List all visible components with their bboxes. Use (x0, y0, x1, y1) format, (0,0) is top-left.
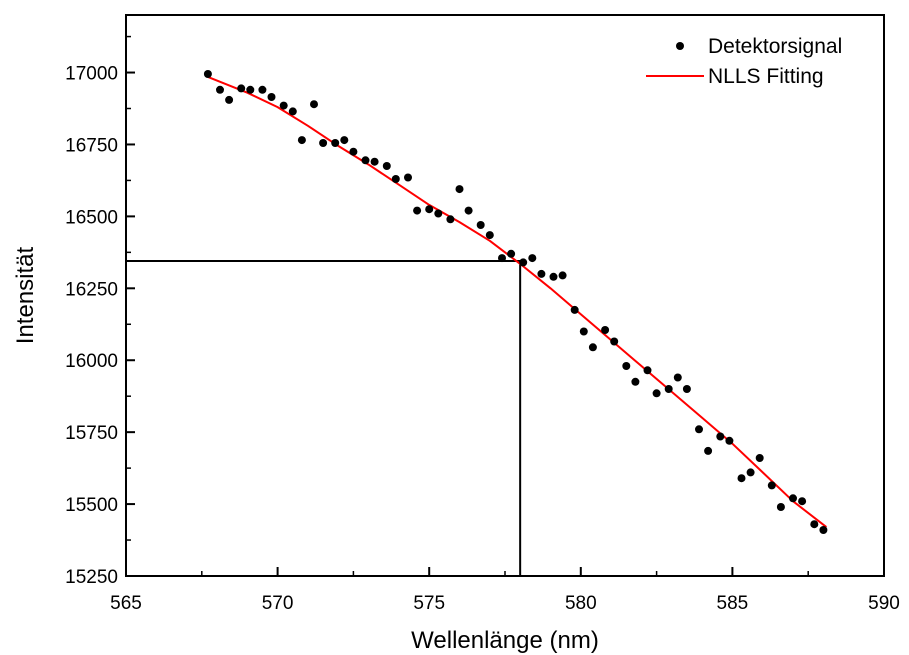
data-point (622, 362, 631, 370)
data-point (413, 206, 422, 215)
data-point (340, 136, 349, 145)
fit-curve-layer (207, 75, 828, 528)
legend-label-nlls-fitting: NLLS Fitting (708, 65, 824, 88)
x-tick-label: 570 (262, 593, 294, 614)
y-tick-label: 16750 (65, 135, 118, 156)
data-point (297, 136, 306, 145)
y-tick-label: 16250 (65, 279, 118, 300)
data-point (579, 327, 588, 336)
x-tick-label: 575 (413, 593, 445, 614)
data-point (810, 520, 819, 529)
data-point (382, 162, 391, 170)
data-point (767, 481, 776, 490)
data-point (279, 101, 288, 110)
data-point (755, 454, 764, 462)
data-point (464, 206, 473, 215)
data-point (498, 254, 506, 263)
data-point (588, 343, 597, 352)
data-point (558, 271, 567, 280)
x-axis-title: Wellenlänge (nm) (411, 627, 599, 654)
x-tick-label: 585 (717, 593, 749, 614)
data-point (361, 156, 370, 165)
data-point (673, 373, 682, 382)
data-point (519, 258, 528, 267)
plot-frame (125, 14, 885, 577)
data-point (288, 107, 297, 116)
data-point (203, 70, 212, 78)
data-point (725, 436, 734, 445)
data-point (434, 209, 443, 218)
data-point (610, 337, 619, 346)
data-point (216, 85, 224, 94)
y-tick-label: 16500 (65, 207, 118, 228)
data-point (695, 425, 703, 434)
y-tick-label: 17000 (65, 64, 118, 85)
data-point (425, 205, 434, 214)
x-tick-label: 565 (110, 593, 142, 614)
data-point (225, 95, 234, 104)
data-point (476, 221, 485, 229)
legend-label-detektorsignal: Detektorsignal (708, 35, 842, 58)
data-point (570, 305, 579, 314)
data-point (643, 366, 652, 375)
data-point (776, 503, 785, 511)
data-point (391, 175, 400, 183)
data-point (549, 272, 558, 281)
data-point (528, 254, 537, 263)
data-point (537, 269, 546, 278)
data-point (789, 494, 797, 503)
data-point (798, 497, 807, 506)
data-point (446, 215, 455, 224)
data-point (682, 385, 691, 393)
y-tick-label: 15250 (65, 567, 118, 588)
data-point (237, 84, 246, 93)
marker-lines (126, 259, 522, 576)
data-point (737, 474, 746, 483)
y-axis-title: Intensität (12, 246, 39, 344)
x-tick-label: 580 (565, 593, 597, 614)
fit-curve-nlls (207, 75, 828, 528)
x-axis-ticks: 565 570 575 580 585 590 (110, 567, 900, 614)
data-point (404, 173, 412, 182)
data-point (319, 139, 328, 147)
data-point (331, 139, 340, 147)
x-tick-label: 590 (868, 593, 900, 614)
data-point (664, 385, 673, 393)
data-point (652, 389, 661, 398)
data-point (507, 249, 516, 258)
legend-marker-detektorsignal (676, 42, 684, 50)
data-point (601, 326, 610, 334)
data-point (455, 185, 464, 194)
data-point (819, 526, 828, 534)
data-point (370, 157, 379, 166)
y-tick-label: 16000 (65, 351, 118, 372)
axes (125, 14, 885, 577)
legend: Detektorsignal NLLS Fitting (646, 35, 842, 88)
data-point (746, 468, 755, 477)
y-axis-ticks: 15250 15500 15750 16000 16250 16500 16750 17000 (65, 35, 135, 588)
data-point (246, 85, 255, 94)
data-point (349, 147, 358, 156)
y-tick-label: 15750 (65, 423, 118, 444)
data-point (704, 446, 713, 455)
y-tick-label: 15500 (65, 495, 118, 516)
data-point (258, 85, 267, 94)
data-point (716, 432, 725, 441)
data-points-layer (203, 70, 828, 534)
data-point (310, 100, 318, 109)
data-point (267, 93, 276, 101)
data-point (485, 231, 494, 240)
data-point (631, 377, 640, 386)
